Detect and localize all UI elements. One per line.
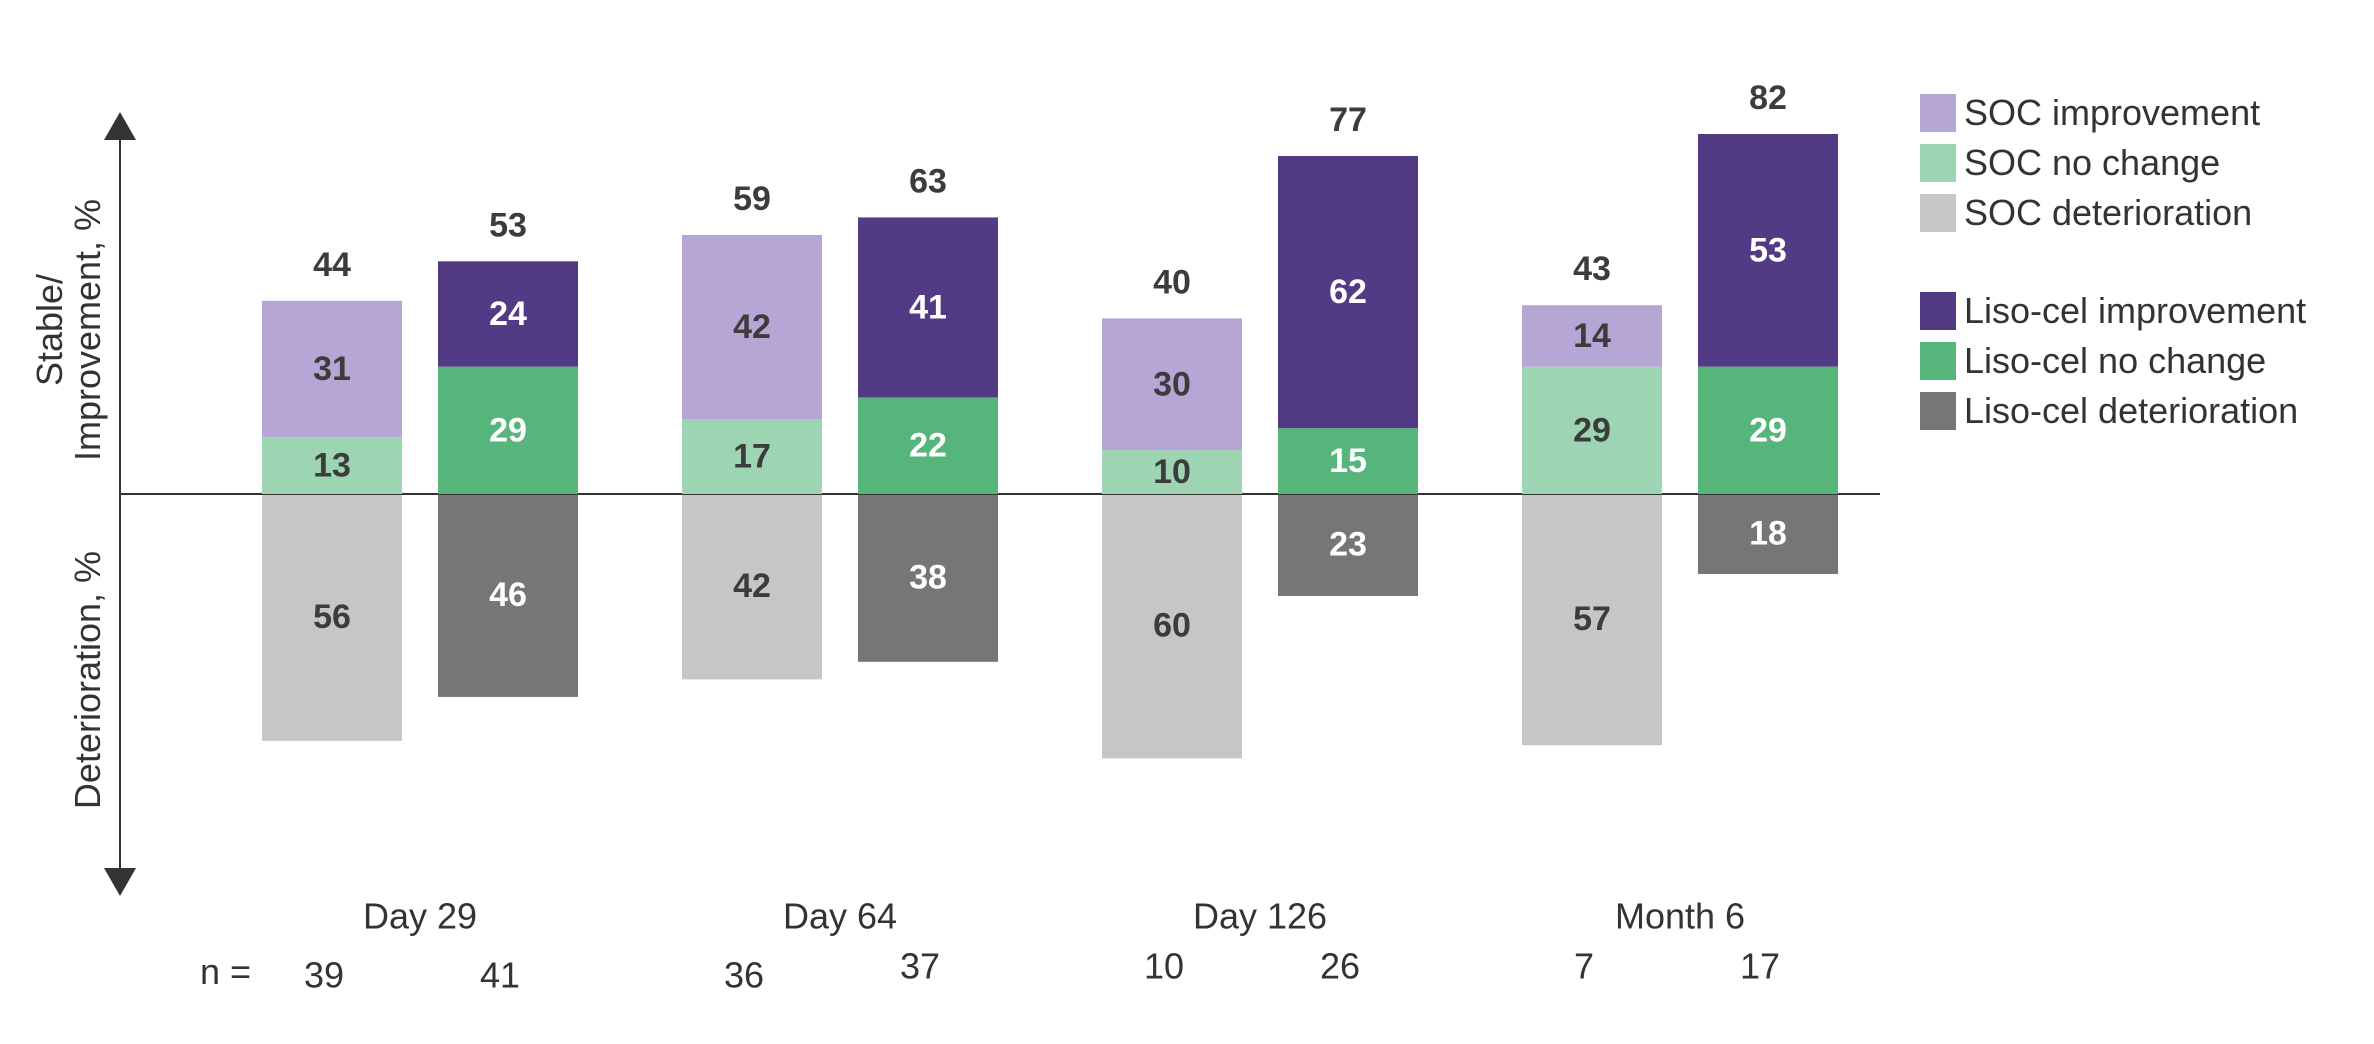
y-axis-arrow-down — [104, 868, 136, 896]
bar-segment-deterioration — [858, 495, 998, 662]
data-label-improvement: 30 — [1153, 365, 1191, 403]
bar-segment-no-change — [1522, 366, 1662, 494]
data-label-no-change: 29 — [1573, 411, 1611, 449]
bar-segment-deterioration — [1278, 495, 1418, 596]
bar-segment-improvement — [438, 261, 578, 367]
data-label-total: 59 — [733, 180, 771, 218]
data-label-deterioration: 23 — [1329, 525, 1367, 563]
data-label-deterioration: 18 — [1749, 515, 1787, 553]
data-label-total: 82 — [1749, 79, 1787, 117]
n-value: 7 — [1574, 946, 1594, 987]
legend-swatch — [1920, 392, 1956, 430]
legend-label: SOC no change — [1964, 142, 2221, 183]
legend-item-soc-no-change: SOC no change — [1920, 138, 2306, 188]
legend-label: Liso-cel improvement — [1964, 290, 2307, 331]
data-label-no-change: 17 — [733, 438, 771, 476]
bar-segment-no-change — [262, 436, 402, 494]
data-label-total: 44 — [313, 246, 351, 284]
legend-swatch — [1920, 292, 1956, 330]
bar-segment-improvement — [262, 300, 402, 437]
bar-segment-no-change — [682, 419, 822, 494]
data-label-deterioration: 57 — [1573, 600, 1611, 638]
data-label-improvement: 31 — [313, 350, 351, 388]
bar-segment-deterioration — [438, 495, 578, 697]
bar-segment-no-change — [1102, 450, 1242, 494]
bar-segment-deterioration — [1522, 495, 1662, 746]
bar-segment-improvement — [1102, 318, 1242, 451]
legend-item-lisocel-deterioration: Liso-cel deterioration — [1920, 386, 2306, 436]
bar-segment-deterioration — [1102, 495, 1242, 759]
y-axis-arrow-up — [104, 112, 136, 140]
legend-gap — [1920, 238, 2306, 286]
legend-swatch — [1920, 194, 1956, 232]
data-label-improvement: 41 — [909, 288, 947, 326]
legend-label: SOC improvement — [1964, 92, 2261, 133]
n-value: 26 — [1320, 946, 1360, 987]
data-label-no-change: 13 — [313, 446, 351, 484]
data-label-total: 53 — [489, 206, 527, 244]
bar-segment-no-change — [1698, 366, 1838, 494]
category-label: Day 29 — [363, 896, 477, 937]
data-label-total: 40 — [1153, 263, 1191, 301]
data-label-deterioration: 56 — [313, 598, 351, 636]
data-label-no-change: 29 — [1749, 411, 1787, 449]
legend-label: Liso-cel no change — [1964, 340, 2267, 381]
data-label-improvement: 14 — [1573, 317, 1611, 355]
bar-segment-no-change — [1278, 428, 1418, 494]
data-label-total: 43 — [1573, 250, 1611, 288]
category-label: Day 64 — [783, 896, 897, 937]
y-axis-label-up-line1: Stable/ — [29, 274, 70, 386]
n-value: 10 — [1144, 946, 1184, 987]
category-label: Day 126 — [1193, 896, 1327, 937]
n-value: 36 — [724, 955, 764, 996]
data-label-improvement: 42 — [733, 308, 771, 346]
legend-item-soc-improvement: SOC improvement — [1920, 88, 2306, 138]
n-value: 17 — [1740, 946, 1780, 987]
bar-segment-improvement — [1278, 155, 1418, 429]
bar-segment-deterioration — [1698, 495, 1838, 575]
legend: SOC improvement SOC no change SOC deteri… — [1920, 88, 2306, 436]
legend-item-lisocel-improvement: Liso-cel improvement — [1920, 286, 2306, 336]
n-value: 37 — [900, 946, 940, 987]
data-label-improvement: 62 — [1329, 273, 1367, 311]
data-label-deterioration: 60 — [1153, 607, 1191, 645]
bar-segment-deterioration — [682, 495, 822, 680]
data-label-total: 77 — [1329, 101, 1367, 139]
bar-segment-no-change — [858, 397, 998, 494]
bar-segment-deterioration — [262, 495, 402, 741]
data-label-deterioration: 46 — [489, 576, 527, 614]
n-value: 41 — [480, 955, 520, 996]
data-label-improvement: 53 — [1749, 231, 1787, 269]
axis-layer: Stable/ Improvement, % Deterioration, % … — [29, 112, 1880, 992]
data-label-no-change: 15 — [1329, 442, 1367, 480]
legend-swatch — [1920, 342, 1956, 380]
bar-segment-improvement — [1698, 134, 1838, 367]
data-label-deterioration: 38 — [909, 558, 947, 596]
data-label-no-change: 22 — [909, 427, 947, 465]
legend-swatch — [1920, 144, 1956, 182]
data-label-no-change: 29 — [489, 411, 527, 449]
y-axis-label-up-line2: Improvement, % — [67, 199, 108, 461]
legend-label: SOC deterioration — [1964, 192, 2253, 233]
legend-label: Liso-cel deterioration — [1964, 390, 2299, 431]
bar-segment-improvement — [682, 234, 822, 420]
bar-segment-improvement — [858, 217, 998, 398]
legend-item-soc-deterioration: SOC deterioration — [1920, 188, 2306, 238]
bar-segment-no-change — [438, 366, 578, 494]
data-label-deterioration: 42 — [733, 567, 771, 605]
legend-swatch — [1920, 94, 1956, 132]
bar-segment-improvement — [1522, 305, 1662, 367]
y-axis-label-down: Deterioration, % — [67, 551, 108, 809]
n-value: 39 — [304, 955, 344, 996]
category-label: Month 6 — [1615, 896, 1745, 937]
data-label-improvement: 24 — [489, 295, 527, 333]
n-prefix: n = — [200, 951, 251, 992]
data-label-no-change: 10 — [1153, 453, 1191, 491]
legend-item-lisocel-no-change: Liso-cel no change — [1920, 336, 2306, 386]
data-label-total: 63 — [909, 162, 947, 200]
